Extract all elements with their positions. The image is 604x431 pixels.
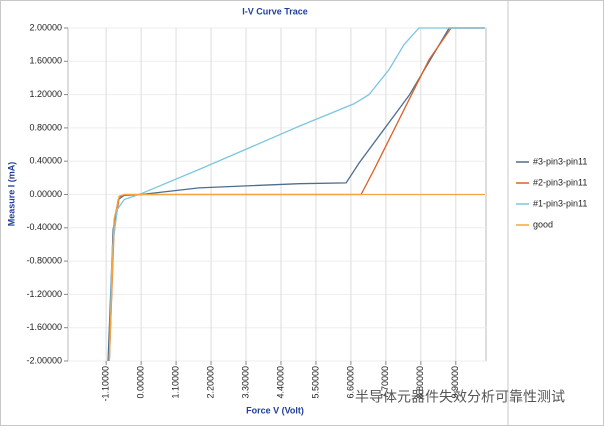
chart-title: I-V Curve Trace xyxy=(242,6,308,16)
y-tick-label: -0.40000 xyxy=(26,222,62,232)
x-tick-label: 8.80000 xyxy=(415,366,425,399)
legend-label: #2-pin3-pin11 xyxy=(533,177,587,187)
legend-label: good xyxy=(533,219,553,229)
y-tick-label: 0.40000 xyxy=(29,156,62,166)
x-tick-label: 5.50000 xyxy=(310,366,320,399)
series-line xyxy=(108,27,486,362)
x-tick-label: 7.70000 xyxy=(380,366,390,399)
x-tick-label: -1.10000 xyxy=(101,366,111,402)
x-axis-label: Force V (Volt) xyxy=(246,405,304,415)
y-tick-label: -2.00000 xyxy=(26,355,62,365)
y-tick-label: 1.20000 xyxy=(29,89,62,99)
watermark: 半导体元器件失效分析可靠性测试 xyxy=(355,389,565,405)
series-line xyxy=(108,193,486,362)
x-tick-label: 1.10000 xyxy=(170,366,180,399)
y-tick-label: 0.00000 xyxy=(29,189,62,199)
y-tick-label: 0.80000 xyxy=(29,122,62,132)
legend-label: #1-pin3-pin11 xyxy=(533,198,587,208)
y-tick-label: -0.80000 xyxy=(26,255,62,265)
x-tick-label: 6.60000 xyxy=(345,366,355,399)
x-tick-label: 9.90000 xyxy=(450,366,460,399)
legend-label: #3-pin3-pin11 xyxy=(533,156,587,166)
y-axis-label: Measure I (mA) xyxy=(6,162,16,227)
x-tick-label: 2.20000 xyxy=(205,366,215,399)
x-tick-label: 0.00000 xyxy=(135,366,145,399)
x-tick-label: 3.30000 xyxy=(240,366,250,399)
y-tick-label: -1.20000 xyxy=(26,289,62,299)
y-tick-label: 2.00000 xyxy=(29,22,62,32)
y-tick-label: 1.60000 xyxy=(29,56,62,66)
y-tick-label: -1.60000 xyxy=(26,322,62,332)
x-tick-label: 4.40000 xyxy=(275,366,285,399)
